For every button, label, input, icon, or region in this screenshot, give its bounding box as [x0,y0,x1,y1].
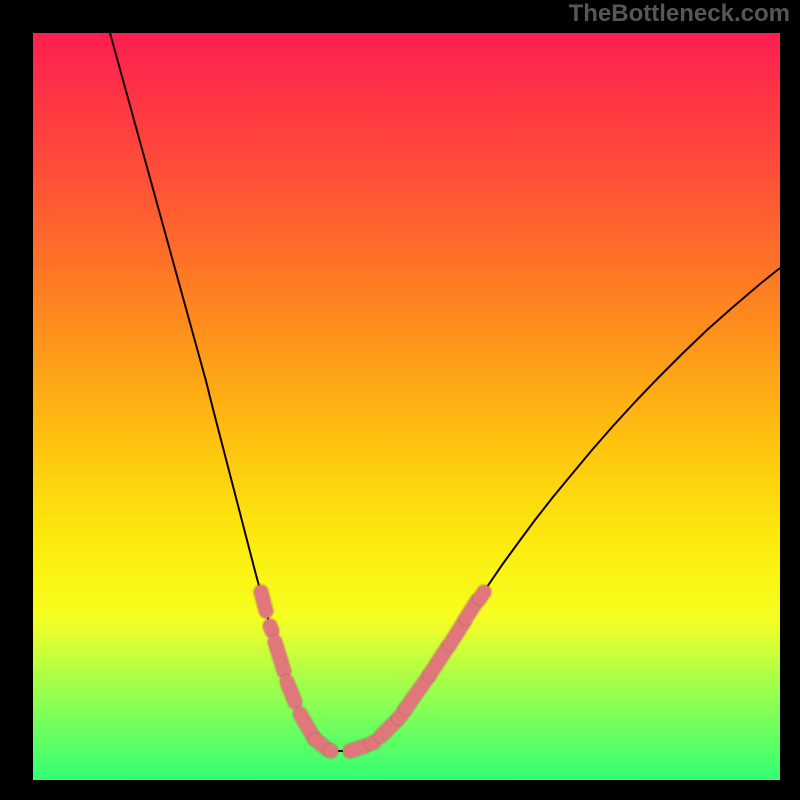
chart-svg [0,0,800,800]
watermark-text: TheBottleneck.com [569,0,790,28]
chart-frame: TheBottleneck.com [0,0,800,800]
plot-area [33,33,780,780]
